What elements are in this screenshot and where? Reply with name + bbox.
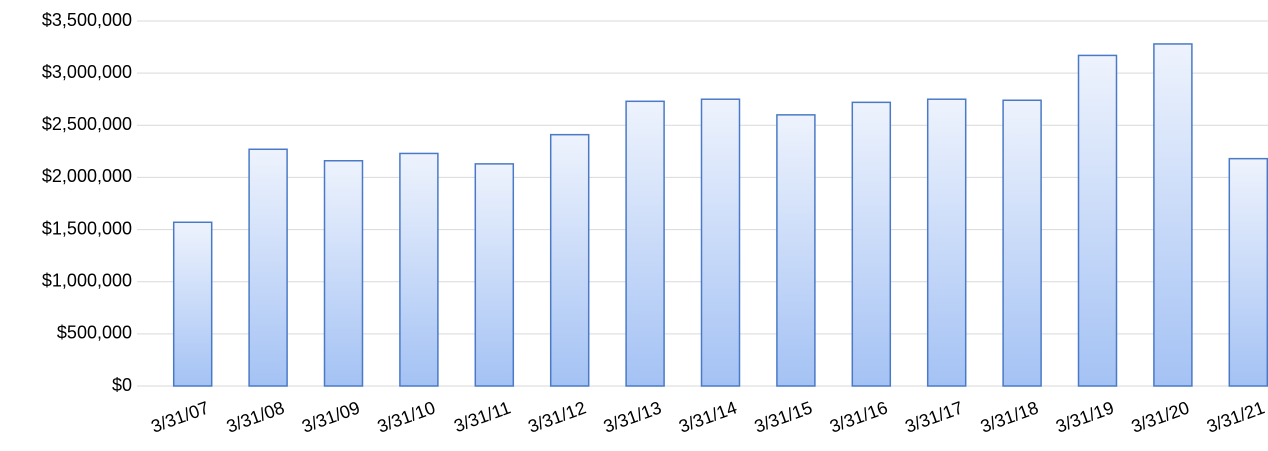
x-tick-label: 3/31/10 [375,397,438,436]
y-tick-label: $1,000,000 [42,270,132,290]
y-tick-label: $500,000 [57,323,132,343]
bar [323,159,364,387]
y-tick-label: $1,500,000 [42,218,132,238]
bar [851,101,892,387]
bar [926,98,967,387]
x-tick-label: 3/31/16 [827,397,890,436]
bar [1077,54,1118,387]
x-tick-label: 3/31/14 [676,397,739,436]
x-tick-label: 3/31/09 [299,397,362,436]
y-tick-label: $3,000,000 [42,62,132,82]
bar [700,98,741,387]
bar [776,114,816,387]
y-tick-label: $2,500,000 [42,114,132,134]
bar [549,133,590,387]
bar [399,152,439,387]
x-tick-label: 3/31/08 [224,397,287,436]
bar [1002,99,1042,387]
x-tick-label: 3/31/18 [978,397,1041,436]
y-tick-label: $2,000,000 [42,166,132,186]
y-tick-label: $0 [112,375,132,395]
x-tick-label: 3/31/12 [525,397,588,436]
x-tick-label: 3/31/17 [902,397,965,436]
y-tick-label: $3,500,000 [42,10,132,30]
x-tick-label: 3/31/20 [1129,397,1192,436]
bar [474,163,515,387]
bar [625,100,665,387]
bar [248,148,288,387]
x-tick-label: 3/31/13 [601,397,664,436]
x-tick-label: 3/31/19 [1053,397,1116,436]
x-tick-label: 3/31/21 [1204,397,1267,436]
bar [1228,157,1268,387]
bar [172,221,213,387]
x-tick-label: 3/31/15 [752,397,815,436]
x-tick-label: 3/31/11 [451,397,513,436]
bar [1153,43,1193,387]
x-tick-label: 3/31/07 [148,397,211,436]
